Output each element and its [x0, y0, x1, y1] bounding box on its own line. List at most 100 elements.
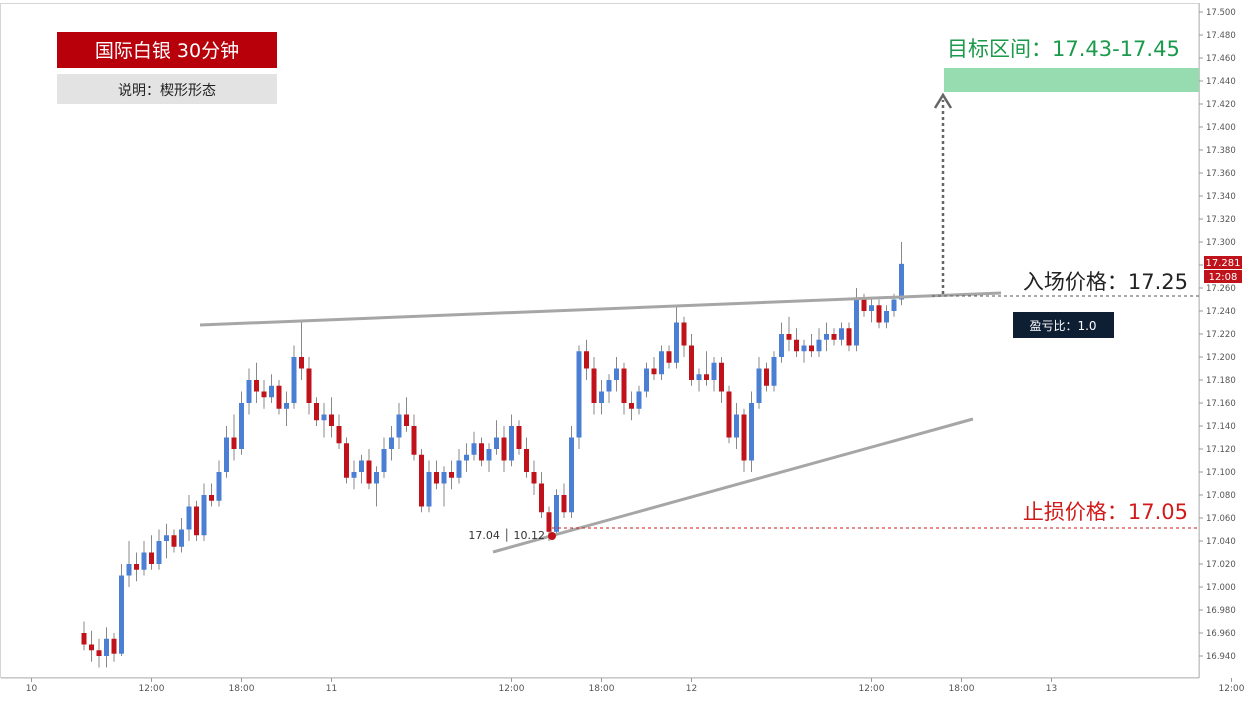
target-label: 目标区间：17.43-17.45: [947, 37, 1180, 61]
candle-body: [149, 552, 154, 564]
candle-body: [89, 644, 94, 651]
candle-body: [186, 506, 192, 530]
candle: [899, 242, 904, 306]
candle-body: [231, 437, 237, 449]
candle: [261, 380, 267, 409]
candle: [614, 357, 619, 392]
price-tick-label: 17.220: [1206, 330, 1236, 340]
current-time: 12:08: [1209, 272, 1238, 283]
candle: [561, 483, 567, 518]
candle-body: [321, 414, 327, 421]
candle: [156, 529, 162, 570]
candle: [246, 368, 252, 415]
candle: [141, 541, 147, 576]
candle: [651, 357, 657, 380]
candle: [119, 564, 124, 656]
candle: [269, 374, 274, 403]
candle-body: [704, 374, 709, 380]
candle: [801, 339, 807, 363]
candle-body: [674, 322, 679, 363]
candle-body: [411, 426, 417, 455]
price-tick-label: 17.140: [1206, 422, 1236, 432]
candles: [81, 242, 904, 668]
candle-body: [666, 351, 672, 363]
candle-body: [839, 328, 844, 340]
candle: [441, 466, 447, 507]
candle: [231, 414, 237, 461]
price-tick-label: 17.380: [1206, 146, 1236, 156]
candle: [194, 500, 199, 541]
candle-body: [719, 362, 724, 392]
price-tick-label: 17.500: [1206, 8, 1236, 18]
low-point-label: 17.04 │ 10.12: [468, 528, 545, 542]
current-price: 17.281: [1206, 258, 1241, 269]
candle: [426, 460, 432, 513]
candle: [741, 408, 747, 472]
candle: [524, 437, 529, 478]
price-axis: 16.940 16.960 16.980 17.000 17.020 17.040 17.0…: [1198, 3, 1236, 678]
candle-body: [329, 414, 334, 426]
candle-body: [584, 351, 589, 369]
candle: [201, 483, 207, 541]
candle: [666, 345, 672, 369]
target-zone: [944, 68, 1199, 92]
candle-body: [711, 362, 717, 380]
candle-body: [351, 472, 357, 478]
candle: [846, 322, 852, 352]
candle-body: [591, 368, 597, 403]
price-tick-label: 17.400: [1206, 123, 1236, 133]
title-box: [57, 32, 277, 68]
candle: [734, 403, 739, 449]
candle-body: [449, 472, 454, 478]
candle: [599, 380, 604, 415]
price-tick-label: 17.060: [1206, 514, 1236, 524]
candle: [336, 414, 342, 449]
low-point-marker: [548, 532, 556, 540]
candle-body: [614, 368, 619, 380]
price-tick-label: 17.460: [1206, 54, 1236, 64]
candle-body: [209, 495, 214, 501]
price-tick-label: 17.260: [1206, 284, 1236, 294]
candle: [479, 437, 484, 467]
candle-body: [96, 650, 102, 656]
price-tick-label: 17.300: [1206, 238, 1236, 248]
candle-body: [734, 414, 739, 438]
price-tick-label: 17.440: [1206, 77, 1236, 87]
candle: [359, 454, 364, 484]
candle-body: [854, 299, 859, 346]
price-tick-label: 17.360: [1206, 169, 1236, 179]
arrow-head-icon: [933, 92, 953, 109]
current-price-tag: [1204, 256, 1242, 269]
candle-body: [111, 638, 117, 654]
candle-body: [546, 512, 552, 532]
candle: [216, 460, 222, 507]
candle: [209, 483, 214, 507]
candle-body: [831, 334, 837, 340]
candle: [516, 420, 522, 455]
candle-body: [764, 368, 769, 386]
chart-title: 国际白银 30分钟: [95, 40, 239, 62]
candle: [111, 633, 117, 662]
candle: [164, 523, 169, 559]
candle-body: [239, 403, 244, 449]
candle-body: [644, 368, 649, 392]
candle-body: [509, 426, 514, 461]
candle-body: [284, 403, 289, 409]
candle: [276, 380, 282, 415]
price-tick-label: 17.200: [1206, 353, 1236, 363]
candle: [636, 385, 642, 415]
time-tick-label: 12: [686, 684, 697, 694]
candle-body: [419, 454, 424, 507]
candle: [659, 345, 664, 380]
price-tick-label: 17.480: [1206, 31, 1236, 41]
candle-body: [246, 380, 252, 403]
candle: [464, 443, 469, 472]
price-tick-label: 17.040: [1206, 537, 1236, 547]
candle: [794, 328, 799, 357]
candle: [306, 357, 312, 415]
candle: [689, 334, 694, 386]
price-tick-label: 17.100: [1206, 468, 1236, 478]
candle: [554, 489, 559, 536]
candle-body: [119, 575, 124, 654]
candle: [314, 397, 319, 426]
